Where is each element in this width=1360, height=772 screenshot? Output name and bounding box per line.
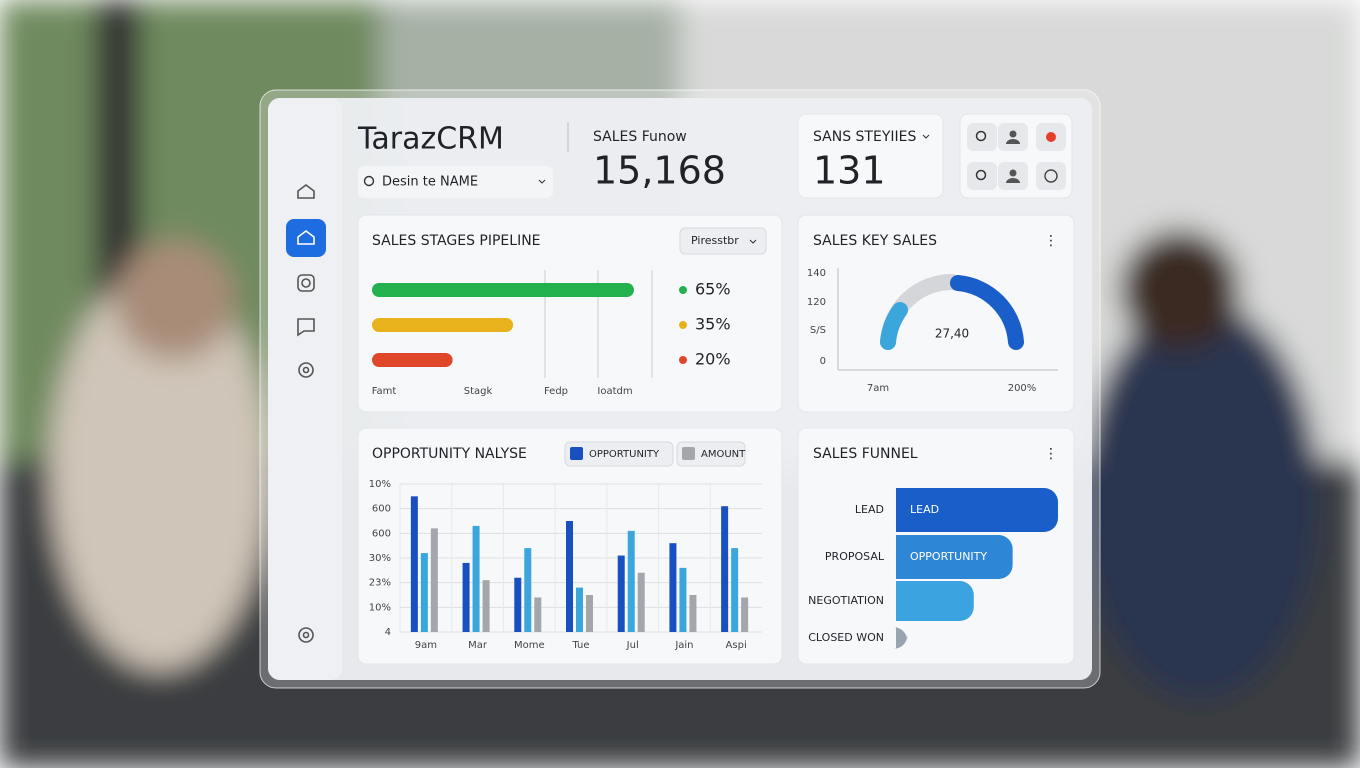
value-label: 65% (695, 280, 731, 299)
sidebar-icons[interactable] (286, 184, 326, 643)
legend-item (564, 441, 674, 467)
y-label: 0 (820, 356, 826, 367)
funnel-bar (896, 488, 1058, 532)
card-title: OPPORTUNITY NALYSE (372, 446, 527, 462)
more-menu[interactable]: ⋮ (1044, 446, 1058, 462)
bar (430, 528, 438, 632)
legend-swatch (682, 447, 695, 460)
y-label: 140 (807, 268, 826, 279)
gauge-arc (880, 302, 908, 350)
x-label: Ioatdm (597, 386, 632, 397)
more-menu[interactable]: ⋮ (1044, 233, 1058, 249)
pipeline-bar (372, 283, 634, 297)
y-label: S/S (810, 325, 826, 336)
kpi-label: SALES Funow (593, 129, 687, 145)
bar (472, 525, 480, 632)
legend-dot (679, 286, 687, 294)
y-tick-label: 23% (369, 578, 391, 589)
x-tick-label: Tue (571, 640, 589, 651)
y-tick-label: 4 (385, 627, 391, 638)
bar (731, 548, 739, 632)
toolbar-buttons[interactable] (967, 123, 1066, 190)
stage-inner-label: LEAD (910, 503, 939, 516)
x-tick-label: Mome (514, 640, 545, 651)
card-title: SALES KEY SALES (813, 233, 937, 249)
value-label: 20% (695, 350, 731, 369)
dropdown-arrow (749, 239, 757, 244)
x-tick-label: Jain (674, 640, 693, 651)
bar (669, 543, 677, 632)
gauge-card (797, 214, 1075, 413)
bar (721, 506, 729, 632)
bar (514, 577, 522, 632)
legend-label: AMOUNT (701, 449, 746, 460)
kpi-label: SANS STEYIIES (813, 129, 916, 145)
x-tick-label: Jul (626, 640, 639, 651)
search-icon (363, 175, 375, 187)
bar (482, 580, 490, 632)
bar (534, 597, 542, 632)
x-label: 200% (1008, 383, 1037, 394)
legend-swatch (570, 447, 583, 460)
x-label: Famt (372, 386, 397, 397)
bar (410, 496, 418, 632)
bar (637, 572, 645, 632)
stage-label: NEGOTIATION (808, 594, 884, 607)
pipeline-bar (372, 353, 453, 367)
bar (741, 597, 749, 632)
bar (617, 555, 625, 632)
stage-inner-label: OPPORTUNITY (910, 550, 987, 563)
legend-dot (679, 356, 687, 364)
search-text: Desin te NAME (382, 175, 478, 190)
search-box[interactable] (358, 166, 553, 198)
gauge-center: 27,40 (935, 327, 969, 341)
gauge-arc (950, 275, 1024, 350)
pipeline-card (357, 214, 783, 413)
bar (566, 521, 573, 632)
bar (679, 567, 687, 632)
funnel-bar (893, 627, 908, 649)
x-tick-label: Mar (468, 640, 488, 651)
y-tick-label: 10% (369, 479, 391, 490)
pipeline-bar (372, 318, 514, 332)
legend-dot (679, 321, 687, 329)
filter-button-text: Piresstbr (691, 234, 739, 247)
stage-label: LEAD (855, 503, 884, 516)
bar (689, 595, 697, 632)
x-tick-label: 9am (415, 640, 437, 651)
legend-label: OPPORTUNITY (589, 449, 660, 460)
y-tick-label: 10% (369, 602, 391, 613)
dropdown-arrow (922, 134, 930, 139)
dropdown-arrow (538, 179, 546, 184)
kpi-value: 131 (813, 149, 886, 193)
bar (462, 562, 470, 632)
bar (576, 587, 583, 632)
stage-label: CLOSED WON (808, 631, 884, 644)
x-label: Fedp (544, 386, 568, 397)
funnel-bar (896, 535, 1013, 579)
y-label: 120 (807, 297, 826, 308)
bar (420, 553, 428, 632)
y-tick-label: 30% (369, 553, 391, 564)
filter-button[interactable] (679, 227, 767, 255)
x-tick-label: Aspi (726, 640, 747, 651)
stage-label: PROPOSAL (825, 550, 885, 563)
kpi-value: 15,168 (593, 149, 726, 193)
x-label: Stagk (464, 386, 493, 397)
x-label: 7am (867, 383, 889, 394)
card-title: SALES FUNNEL (813, 446, 918, 462)
funnel-bar (896, 581, 974, 621)
kpi-card (797, 113, 944, 199)
value-label: 35% (695, 315, 731, 334)
bar (524, 548, 532, 632)
card-title: SALES STAGES PIPELINE (372, 233, 541, 249)
app-title: TarazCRM (357, 122, 504, 157)
bar (586, 595, 593, 632)
y-tick-label: 600 (372, 504, 391, 515)
bar (627, 530, 635, 632)
y-tick-label: 600 (372, 528, 391, 539)
